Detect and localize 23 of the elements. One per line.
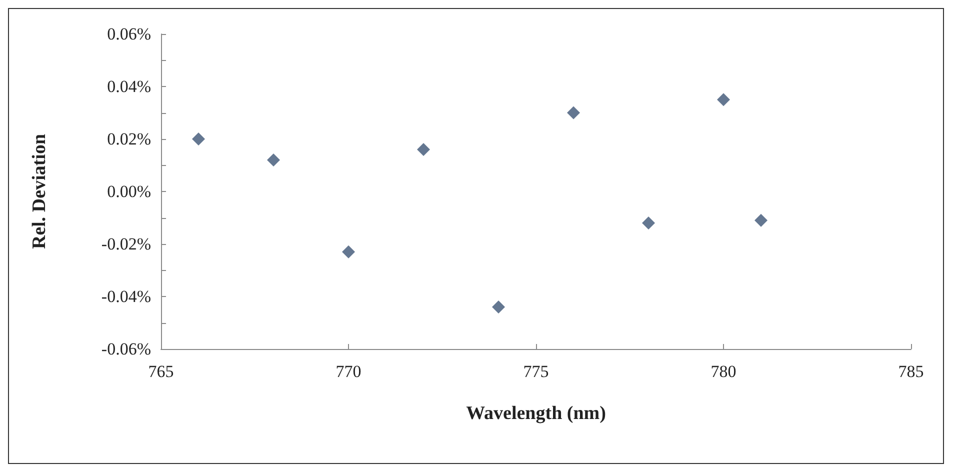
y-tick-label: -0.06%: [101, 340, 151, 358]
y-tick-label: 0.02%: [107, 130, 151, 148]
x-tick-label: 775: [523, 362, 549, 381]
x-tick-label: 785: [898, 362, 924, 381]
y-tick-label: -0.04%: [101, 287, 151, 306]
point: [754, 214, 768, 227]
y-tick-label: 0.06%: [107, 24, 151, 44]
point: [417, 143, 430, 156]
point: [642, 216, 655, 230]
point: [192, 132, 205, 146]
y-axis-title: Rel. Deviation: [29, 134, 50, 250]
y-tick-label: 0.04%: [107, 77, 151, 96]
x-axis-title: Wavelength (nm): [466, 403, 606, 424]
y-tick-label: -0.02%: [101, 234, 151, 254]
point: [492, 300, 505, 314]
point: [342, 245, 355, 258]
point: [567, 106, 580, 120]
x-tick-label: 780: [710, 362, 736, 381]
x-tick-label: 770: [336, 362, 362, 381]
point: [717, 93, 730, 106]
x-tick-label: 765: [148, 362, 174, 381]
point: [267, 154, 280, 166]
y-tick-label: 0.00%: [107, 182, 151, 201]
